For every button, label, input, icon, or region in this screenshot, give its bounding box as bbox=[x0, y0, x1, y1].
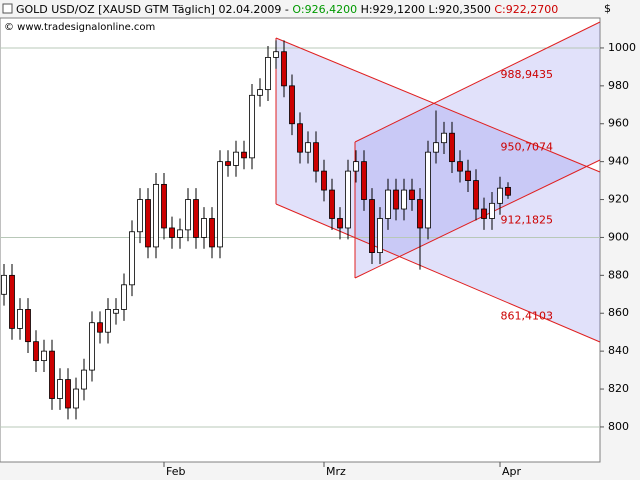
candle-body bbox=[369, 199, 375, 254]
x-tick-label: Mrz bbox=[326, 465, 346, 478]
y-tick-label: 860 bbox=[608, 306, 629, 319]
candle-body bbox=[25, 309, 31, 343]
candle-body bbox=[1, 274, 7, 295]
candle-body bbox=[97, 322, 103, 333]
annotation: 988,9435 bbox=[501, 68, 554, 81]
candle-body bbox=[241, 151, 247, 159]
y-tick-label: 840 bbox=[608, 344, 629, 357]
candle-body bbox=[297, 123, 303, 153]
candle-body bbox=[345, 170, 351, 229]
candle-body bbox=[217, 161, 223, 248]
trend-line bbox=[354, 21, 601, 143]
candle-body bbox=[129, 231, 135, 286]
candle-body bbox=[321, 170, 327, 191]
candle-body bbox=[201, 218, 207, 238]
candle-body bbox=[401, 189, 407, 210]
y-tick-label: 1000 bbox=[608, 41, 636, 54]
header: GOLD USD/OZ [XAUSD GTM Täglich] 02.04.20… bbox=[16, 3, 558, 16]
candle-body bbox=[289, 85, 295, 125]
candles bbox=[1, 40, 511, 420]
candle-body bbox=[57, 379, 63, 399]
candle-body bbox=[377, 218, 383, 254]
plot-area bbox=[0, 17, 601, 463]
candle-body bbox=[265, 57, 271, 91]
candle-body bbox=[409, 189, 415, 200]
candle-body bbox=[161, 183, 167, 229]
candle-body bbox=[457, 161, 463, 172]
annotation: 912,1825 bbox=[501, 213, 554, 226]
candle-body bbox=[41, 350, 47, 362]
candle-body bbox=[449, 132, 455, 163]
candle-body bbox=[105, 309, 111, 333]
y-tick-label: 920 bbox=[608, 193, 629, 206]
candle-body bbox=[121, 284, 127, 310]
candle-body bbox=[17, 309, 23, 329]
candle-body bbox=[505, 186, 511, 196]
y-tick-label: 820 bbox=[608, 382, 629, 395]
candle-body bbox=[305, 142, 311, 153]
trend-line bbox=[354, 159, 601, 279]
icon bbox=[2, 3, 13, 14]
candle-body bbox=[473, 180, 479, 210]
candle-body bbox=[497, 187, 503, 204]
x-tick-label: Apr bbox=[502, 465, 522, 478]
candle-body bbox=[225, 161, 231, 166]
candle-body bbox=[489, 202, 495, 219]
candle-body bbox=[353, 161, 359, 172]
candle-body bbox=[393, 189, 399, 210]
y-tick-label: 980 bbox=[608, 79, 629, 92]
candle-body bbox=[113, 309, 119, 314]
candle-body bbox=[185, 199, 191, 231]
falling-channel bbox=[276, 38, 600, 342]
candle-body bbox=[49, 350, 55, 399]
y-tick-label: 800 bbox=[608, 420, 629, 433]
candle-body bbox=[249, 94, 255, 159]
candle-body bbox=[481, 208, 487, 219]
candle-body bbox=[433, 142, 439, 153]
rising-channel bbox=[355, 22, 600, 278]
candle-body bbox=[361, 161, 367, 200]
annotation: 950,7074 bbox=[501, 140, 554, 153]
candle-body bbox=[337, 218, 343, 229]
trend-line bbox=[275, 37, 601, 173]
candle-body bbox=[137, 199, 143, 233]
candle-body bbox=[417, 199, 423, 229]
y-tick-label: 900 bbox=[608, 230, 629, 243]
candle-body bbox=[385, 189, 391, 219]
candle-body bbox=[153, 183, 159, 248]
candle-body bbox=[209, 218, 215, 248]
candle-body bbox=[273, 51, 279, 58]
candle-body bbox=[233, 151, 239, 166]
candle-body bbox=[65, 379, 71, 409]
candle-body bbox=[33, 341, 39, 362]
candle-body bbox=[193, 199, 199, 238]
candle-body bbox=[257, 89, 263, 96]
candle-body bbox=[425, 151, 431, 229]
candle-body bbox=[145, 199, 151, 248]
x-tick-label: Feb bbox=[166, 465, 185, 478]
candle-body bbox=[441, 132, 447, 144]
candle-body bbox=[313, 142, 319, 172]
source: © www.tradesignalonline.com bbox=[4, 22, 155, 33]
candle-body bbox=[9, 274, 15, 329]
candle-body bbox=[89, 322, 95, 371]
candle-body bbox=[465, 170, 471, 181]
y-tick-label: 880 bbox=[608, 268, 629, 281]
candle-body bbox=[281, 51, 287, 87]
candle-body bbox=[177, 229, 183, 238]
candle-body bbox=[81, 369, 87, 390]
y-tick-label: 960 bbox=[608, 117, 629, 130]
currency: $ bbox=[604, 2, 611, 15]
y-tick-label: 940 bbox=[608, 155, 629, 168]
candle-body bbox=[73, 388, 79, 409]
trend-line bbox=[275, 203, 601, 343]
candle-body bbox=[169, 227, 175, 238]
candle-body bbox=[329, 189, 335, 219]
annotation: 861,4103 bbox=[501, 310, 554, 323]
